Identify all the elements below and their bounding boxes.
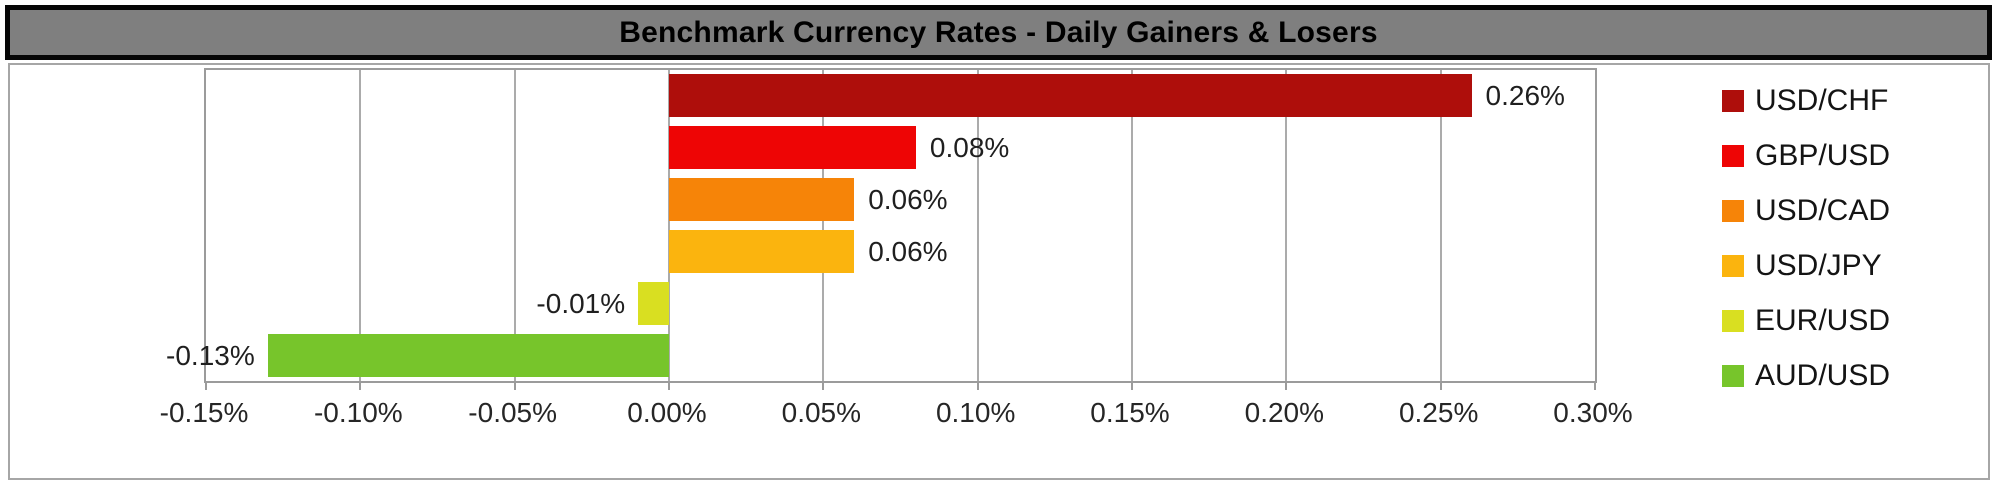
gridline [359,70,362,381]
axis-tick [1285,383,1288,390]
legend-swatch-icon [1722,309,1744,332]
chart-canvas: 0.26% 0.08% 0.06% 0.06% -0.01% -0.13% -0.15% -… [8,63,1990,480]
legend-entry-gbp-usd: GBP/USD [1722,128,1972,183]
bar-value-label: 0.06% [868,184,948,216]
legend-label: USD/CHF [1755,83,1889,117]
x-tick-label: 0.25% [1398,397,1479,428]
bar-value-label: -0.01% [536,287,626,319]
x-tick-label: 0.10% [935,397,1016,428]
x-tick-label: -0.15% [159,397,249,428]
bar-usd-jpy [669,229,855,273]
bar-gbp-usd [669,126,916,170]
axis-tick [1131,383,1133,390]
x-tick-label: 0.15% [1090,397,1170,428]
gridline [513,70,516,381]
axis-tick [1594,383,1596,390]
legend-label: AUD/USD [1755,358,1891,392]
legend-swatch-icon [1722,89,1744,112]
axis-tick [668,383,670,390]
gridline [1439,70,1442,381]
gridline [976,70,979,381]
legend-label: EUR/USD [1755,303,1891,337]
bar-aud-usd [267,333,669,377]
plot-area: 0.26% 0.08% 0.06% 0.06% -0.01% -0.13% [166,68,1597,390]
legend-entry-eur-usd: EUR/USD [1722,293,1972,348]
legend-swatch-icon [1722,364,1744,387]
gridline [822,70,825,381]
axis-tick [1439,383,1442,390]
bar-eur-usd [638,281,669,325]
x-tick-label: 0.20% [1244,397,1325,428]
bar-value-label: 0.08% [929,132,1010,164]
x-axis: -0.15% -0.10% -0.05% 0.00% 0.05% 0.10% 0.15% 0.… [160,397,1633,433]
legend-swatch-icon [1722,144,1744,167]
x-tick-label: 0.05% [781,397,862,428]
chart-title-bar: Benchmark Currency Rates - Daily Gainers… [5,5,1992,60]
legend-entry-usd-cad: USD/CAD [1722,183,1972,238]
x-tick-label: 0.30% [1553,397,1633,428]
x-tick-label: -0.10% [313,397,403,428]
legend-label: GBP/USD [1755,138,1891,172]
gridline [668,70,670,381]
legend-entry-usd-chf: USD/CHF [1722,73,1972,128]
gridline [1285,70,1288,381]
legend: USD/CHF GBP/USD USD/CAD USD/JPY EUR/USD AUD/U… [1722,73,1972,403]
chart-title: Benchmark Currency Rates - Daily Gainers… [619,15,1378,49]
axis-tick [205,383,207,390]
legend-label: USD/JPY [1755,248,1882,282]
bar-value-label: 0.26% [1485,80,1565,112]
axis-tick [822,383,825,390]
bar-value-label: 0.06% [868,235,948,267]
gridline [1131,70,1133,381]
axis-tick [359,383,362,390]
bar-usd-chf [669,74,1472,118]
legend-entry-aud-usd: AUD/USD [1722,348,1972,403]
axis-tick [513,383,516,390]
x-tick-label: -0.05% [468,397,558,428]
bar-value-label: -0.13% [166,339,255,371]
legend-entry-usd-jpy: USD/JPY [1722,238,1972,293]
legend-label: USD/CAD [1755,193,1891,227]
x-tick-label: 0.00% [627,397,707,428]
axis-tick [976,383,979,390]
legend-swatch-icon [1722,254,1744,277]
bar-usd-cad [669,178,855,222]
legend-swatch-icon [1722,199,1744,222]
